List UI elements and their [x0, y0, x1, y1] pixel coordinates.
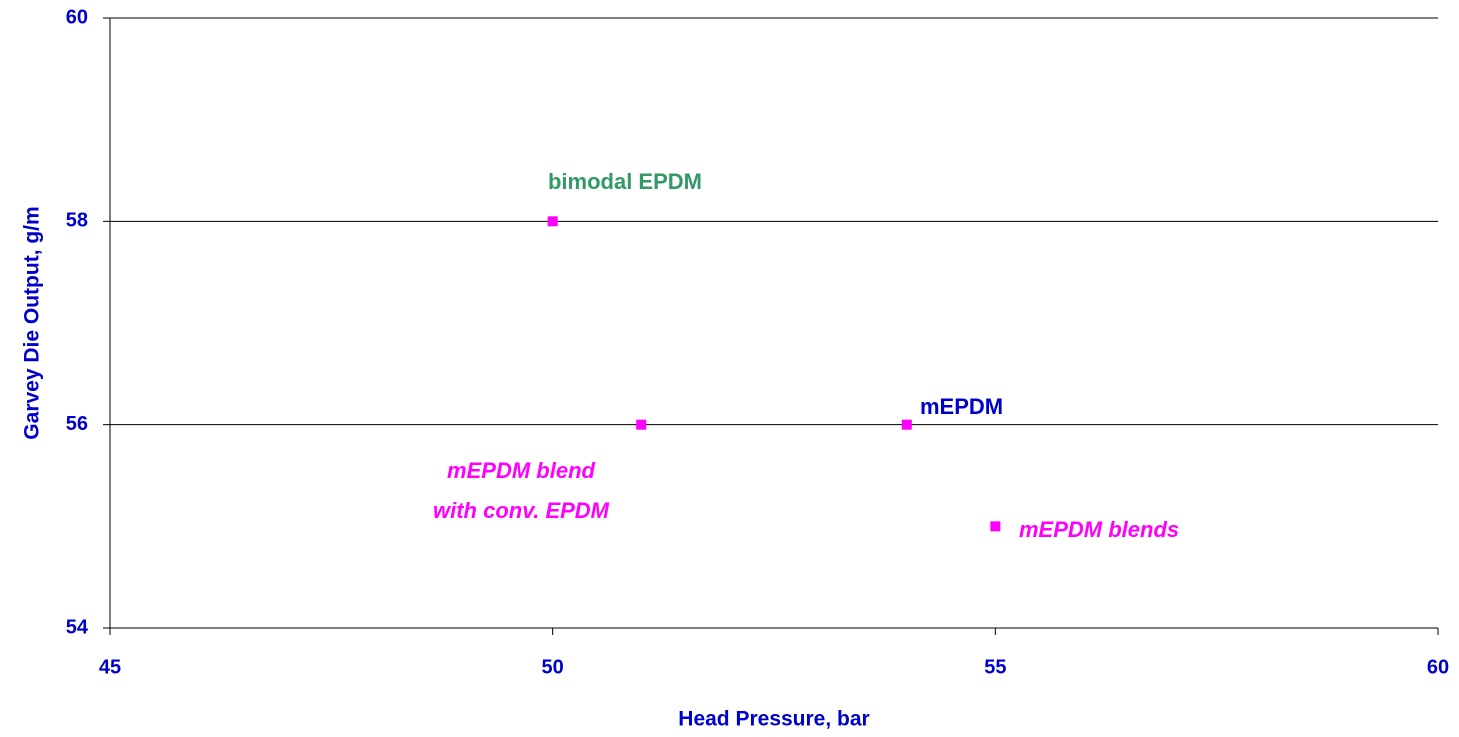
- y-tick-label: 58: [66, 210, 88, 232]
- y-tick-label: 60: [66, 6, 88, 28]
- x-axis-title: Head Pressure, bar: [678, 708, 869, 731]
- annotation: mEPDM blend: [447, 458, 595, 483]
- x-tick-label: 60: [1427, 656, 1449, 678]
- annotation: bimodal EPDM: [548, 169, 702, 194]
- x-tick-label: 55: [984, 656, 1006, 678]
- annotation: mEPDM blends: [1019, 517, 1179, 542]
- annotation: with conv. EPDM: [433, 498, 610, 523]
- y-tick-label: 56: [66, 413, 88, 435]
- y-tick-label: 54: [66, 616, 89, 638]
- marker: [990, 521, 1001, 532]
- x-tick-label: 45: [99, 656, 121, 678]
- y-axis-title: Garvey Die Output, g/m: [21, 206, 44, 439]
- marker: [636, 419, 647, 430]
- marker: [901, 419, 912, 430]
- annotation: mEPDM: [920, 394, 1003, 419]
- x-tick-label: 50: [542, 656, 564, 678]
- marker: [547, 216, 558, 227]
